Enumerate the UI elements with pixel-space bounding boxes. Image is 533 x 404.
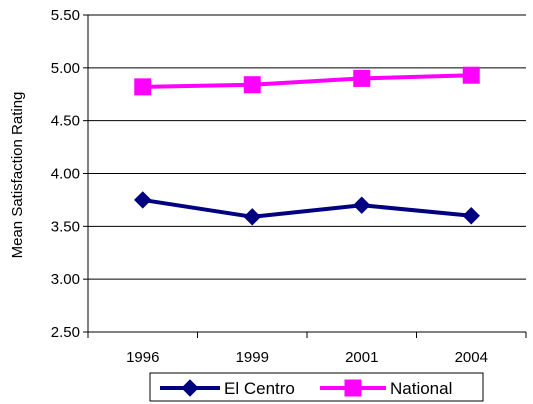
legend-label: National <box>390 379 452 398</box>
gridlines <box>88 14 526 333</box>
series-0 <box>134 191 480 226</box>
series-1 <box>134 66 480 96</box>
data-point <box>134 78 152 96</box>
x-tick-labels: 1996 1999 2001 2004 <box>126 349 488 366</box>
x-tick-label: 2001 <box>345 349 378 366</box>
data-point <box>353 69 371 87</box>
y-tick-label: 4.50 <box>51 113 80 130</box>
legend-marker <box>181 379 199 397</box>
legend-marker <box>344 379 362 397</box>
x-tick-label: 2004 <box>455 349 488 366</box>
y-tick-label: 5.00 <box>51 60 80 77</box>
series-line <box>142 73 472 89</box>
y-tick-label: 4.00 <box>51 166 80 183</box>
y-tick-labels: 2.50 3.00 3.50 4.00 4.50 5.00 5.50 <box>51 7 80 341</box>
x-tick-label: 1996 <box>126 349 159 366</box>
legend: El Centro National <box>149 372 484 402</box>
series-layer <box>134 66 480 226</box>
data-point <box>243 208 261 226</box>
axes <box>83 14 527 338</box>
y-tick-label: 2.50 <box>51 324 80 341</box>
legend-entry: El Centro <box>160 379 295 398</box>
y-tick-label: 5.50 <box>51 7 80 24</box>
data-point <box>134 191 152 209</box>
series-line <box>142 197 472 219</box>
x-tick-label: 1999 <box>236 349 269 366</box>
legend-entry: National <box>320 379 452 398</box>
data-point <box>243 76 261 94</box>
y-tick-label: 3.00 <box>51 271 80 288</box>
data-point <box>462 207 480 225</box>
y-tick-label: 3.50 <box>51 218 80 235</box>
legend-label: El Centro <box>224 379 295 398</box>
data-point <box>353 196 371 214</box>
y-axis-title: Mean Satisfaction Rating <box>9 92 26 259</box>
data-point <box>462 66 480 84</box>
